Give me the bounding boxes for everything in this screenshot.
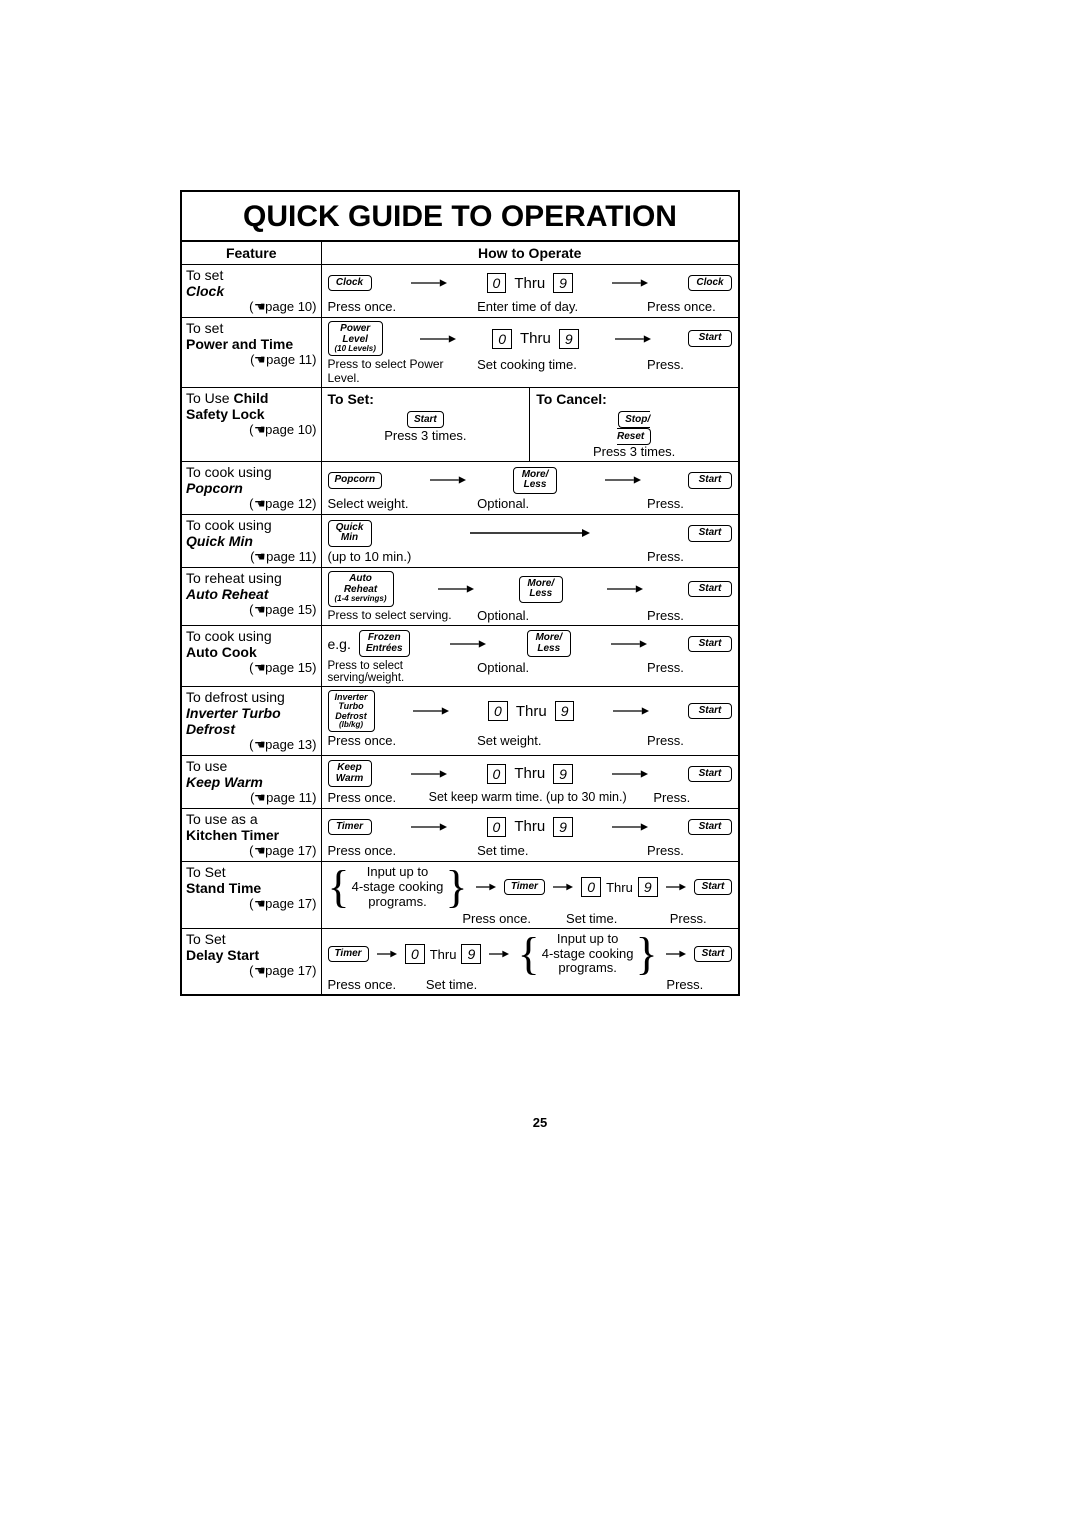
guide-table: Feature How to Operate To set Clock (☛pa… (180, 240, 740, 996)
page-container: QUICK GUIDE TO OPERATION Feature How to … (180, 190, 740, 996)
start-key: Start (688, 330, 732, 347)
clock-key: Clock (328, 275, 372, 292)
power-level-key: Power Level(10 Levels) (328, 321, 383, 356)
header-feature: Feature (181, 241, 321, 265)
feature-cell: To set Clock (☛page 10) (181, 265, 321, 318)
arrow-icon (579, 277, 682, 289)
page-number: 25 (0, 1115, 1080, 1130)
operate-cell: Clock 0 Thru 9 Clock Press once. Enter t… (321, 265, 739, 318)
title: QUICK GUIDE TO OPERATION (180, 190, 740, 240)
header-operate: How to Operate (321, 241, 739, 265)
arrow-icon (378, 277, 481, 289)
clock-key: Clock (688, 275, 732, 292)
